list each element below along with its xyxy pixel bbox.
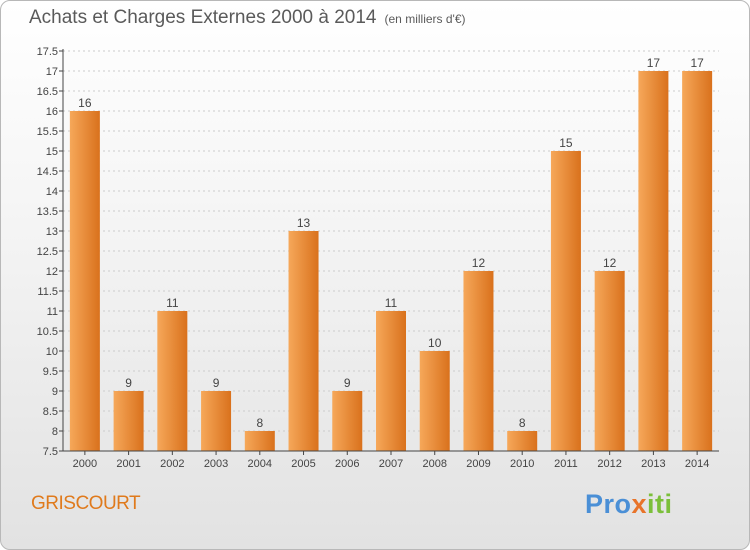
bar (157, 311, 188, 451)
y-tick-label: 13 (46, 226, 58, 238)
y-tick-label: 9 (52, 386, 58, 398)
bar (201, 391, 232, 451)
brand-logo: Proxiti (585, 489, 673, 520)
data-label: 10 (428, 336, 442, 350)
brand-part-2: x (631, 489, 648, 519)
x-tick-label: 2011 (554, 458, 578, 470)
x-tick-label: 2006 (335, 458, 359, 470)
y-tick-label: 8 (52, 426, 58, 438)
data-label: 15 (559, 136, 573, 150)
data-label: 11 (385, 296, 398, 310)
y-tick-label: 8.5 (43, 406, 58, 418)
x-tick-label: 2000 (73, 458, 97, 470)
brand-part-3: iti (647, 489, 673, 519)
x-tick-label: 2009 (466, 458, 490, 470)
y-tick-label: 11.5 (37, 286, 58, 298)
x-tick-label: 2008 (422, 458, 446, 470)
x-tick-label: 2005 (291, 458, 315, 470)
x-tick-label: 2014 (685, 458, 709, 470)
data-label: 8 (519, 416, 526, 430)
bar (288, 231, 319, 451)
x-tick-label: 2007 (379, 458, 403, 470)
data-label: 9 (213, 376, 220, 390)
title-text: Achats et Charges Externes 2000 à 2014 (29, 7, 377, 28)
y-tick-label: 17 (46, 66, 58, 78)
bar (69, 111, 100, 451)
bar (638, 71, 669, 451)
bar (594, 271, 625, 451)
brand-part-1: Pro (585, 489, 632, 519)
bar (550, 151, 581, 451)
axes: 7.5 8 8.5 9 9.5 10 10.5 11 11.5 12 12.5 13 13.5 14 14.… (37, 46, 719, 470)
y-tick-label: 10.5 (37, 326, 58, 338)
y-tick-label: 12.5 (37, 246, 58, 258)
y-tick-label: 15.5 (37, 126, 58, 138)
y-tick-label: 10 (46, 346, 58, 358)
data-label: 17 (690, 56, 704, 70)
bars: 16 9 11 9 8 13 9 11 10 12 8 15 12 17 17 (69, 56, 713, 451)
x-tick-label: 2012 (597, 458, 621, 470)
data-label: 17 (647, 56, 661, 70)
x-tick-label: 2013 (641, 458, 665, 470)
y-tick-label: 16 (46, 106, 58, 118)
data-label: 12 (603, 256, 617, 270)
x-tick-label: 2004 (248, 458, 272, 470)
y-tick-label: 7.5 (43, 446, 58, 458)
title-unit: (en milliers d'€) (384, 12, 466, 26)
data-label: 9 (125, 376, 132, 390)
location-name: GRISCOURT (31, 493, 141, 514)
bar (113, 391, 144, 451)
bar (463, 271, 494, 451)
y-tick-label: 14.5 (37, 166, 58, 178)
data-label: 13 (297, 216, 311, 230)
y-tick-label: 14 (46, 186, 58, 198)
data-label: 16 (78, 96, 92, 110)
y-tick-label: 16.5 (37, 86, 58, 98)
bar (419, 351, 450, 451)
y-tick-label: 15 (46, 146, 58, 158)
bar (332, 391, 363, 451)
data-label: 9 (344, 376, 351, 390)
bar (507, 431, 538, 451)
chart-title: Achats et Charges Externes 2000 à 2014 (e… (29, 7, 466, 29)
x-tick-label: 2001 (116, 458, 140, 470)
y-tick-label: 17.5 (37, 46, 58, 58)
x-tick-label: 2010 (510, 458, 534, 470)
data-label: 11 (166, 296, 179, 310)
bar (376, 311, 406, 451)
bar (244, 431, 275, 451)
bar (682, 71, 713, 451)
y-tick-label: 9.5 (43, 366, 58, 378)
y-tick-label: 13.5 (37, 206, 58, 218)
x-tick-label: 2002 (160, 458, 184, 470)
y-tick-label: 11 (47, 306, 58, 318)
y-tick-label: 12 (46, 266, 58, 278)
data-label: 12 (472, 256, 486, 270)
x-tick-label: 2003 (204, 458, 228, 470)
data-label: 8 (256, 416, 263, 430)
